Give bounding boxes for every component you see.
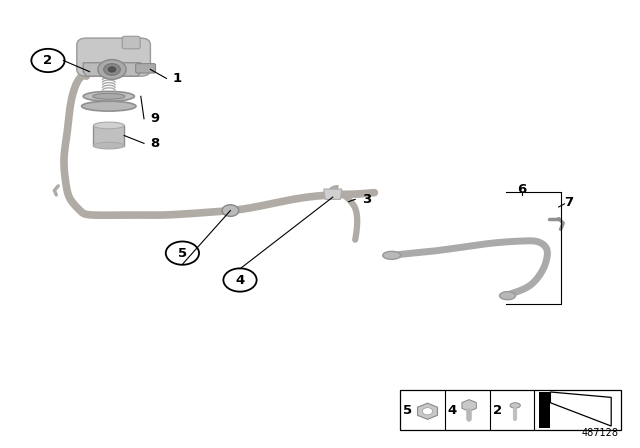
Text: 2: 2: [493, 404, 502, 418]
Bar: [539, 392, 618, 428]
FancyBboxPatch shape: [77, 38, 150, 76]
Text: 1: 1: [173, 72, 182, 85]
Ellipse shape: [93, 122, 124, 129]
Polygon shape: [83, 63, 141, 76]
Text: 5: 5: [403, 404, 412, 418]
Ellipse shape: [83, 91, 134, 101]
Bar: [539, 392, 550, 428]
Circle shape: [98, 60, 126, 79]
Text: 487128: 487128: [582, 428, 619, 438]
Bar: [93, 125, 124, 146]
FancyBboxPatch shape: [122, 36, 140, 49]
Ellipse shape: [93, 94, 125, 99]
Ellipse shape: [510, 403, 520, 408]
Bar: [400, 390, 621, 430]
Circle shape: [422, 408, 433, 415]
Text: 8: 8: [150, 137, 159, 150]
Text: 4: 4: [448, 404, 457, 418]
Ellipse shape: [81, 101, 136, 111]
Text: 6: 6: [517, 182, 526, 196]
Text: 5: 5: [178, 246, 187, 260]
Circle shape: [104, 64, 120, 75]
Circle shape: [222, 205, 239, 216]
Polygon shape: [324, 189, 342, 199]
Ellipse shape: [500, 292, 516, 300]
Text: 2: 2: [44, 54, 52, 67]
Ellipse shape: [93, 142, 124, 149]
Circle shape: [108, 67, 116, 72]
Ellipse shape: [383, 251, 401, 259]
FancyBboxPatch shape: [136, 64, 156, 73]
Text: 7: 7: [564, 196, 573, 209]
Polygon shape: [550, 392, 611, 426]
Text: 9: 9: [150, 112, 159, 125]
Text: 3: 3: [362, 193, 371, 206]
Text: 4: 4: [236, 273, 244, 287]
